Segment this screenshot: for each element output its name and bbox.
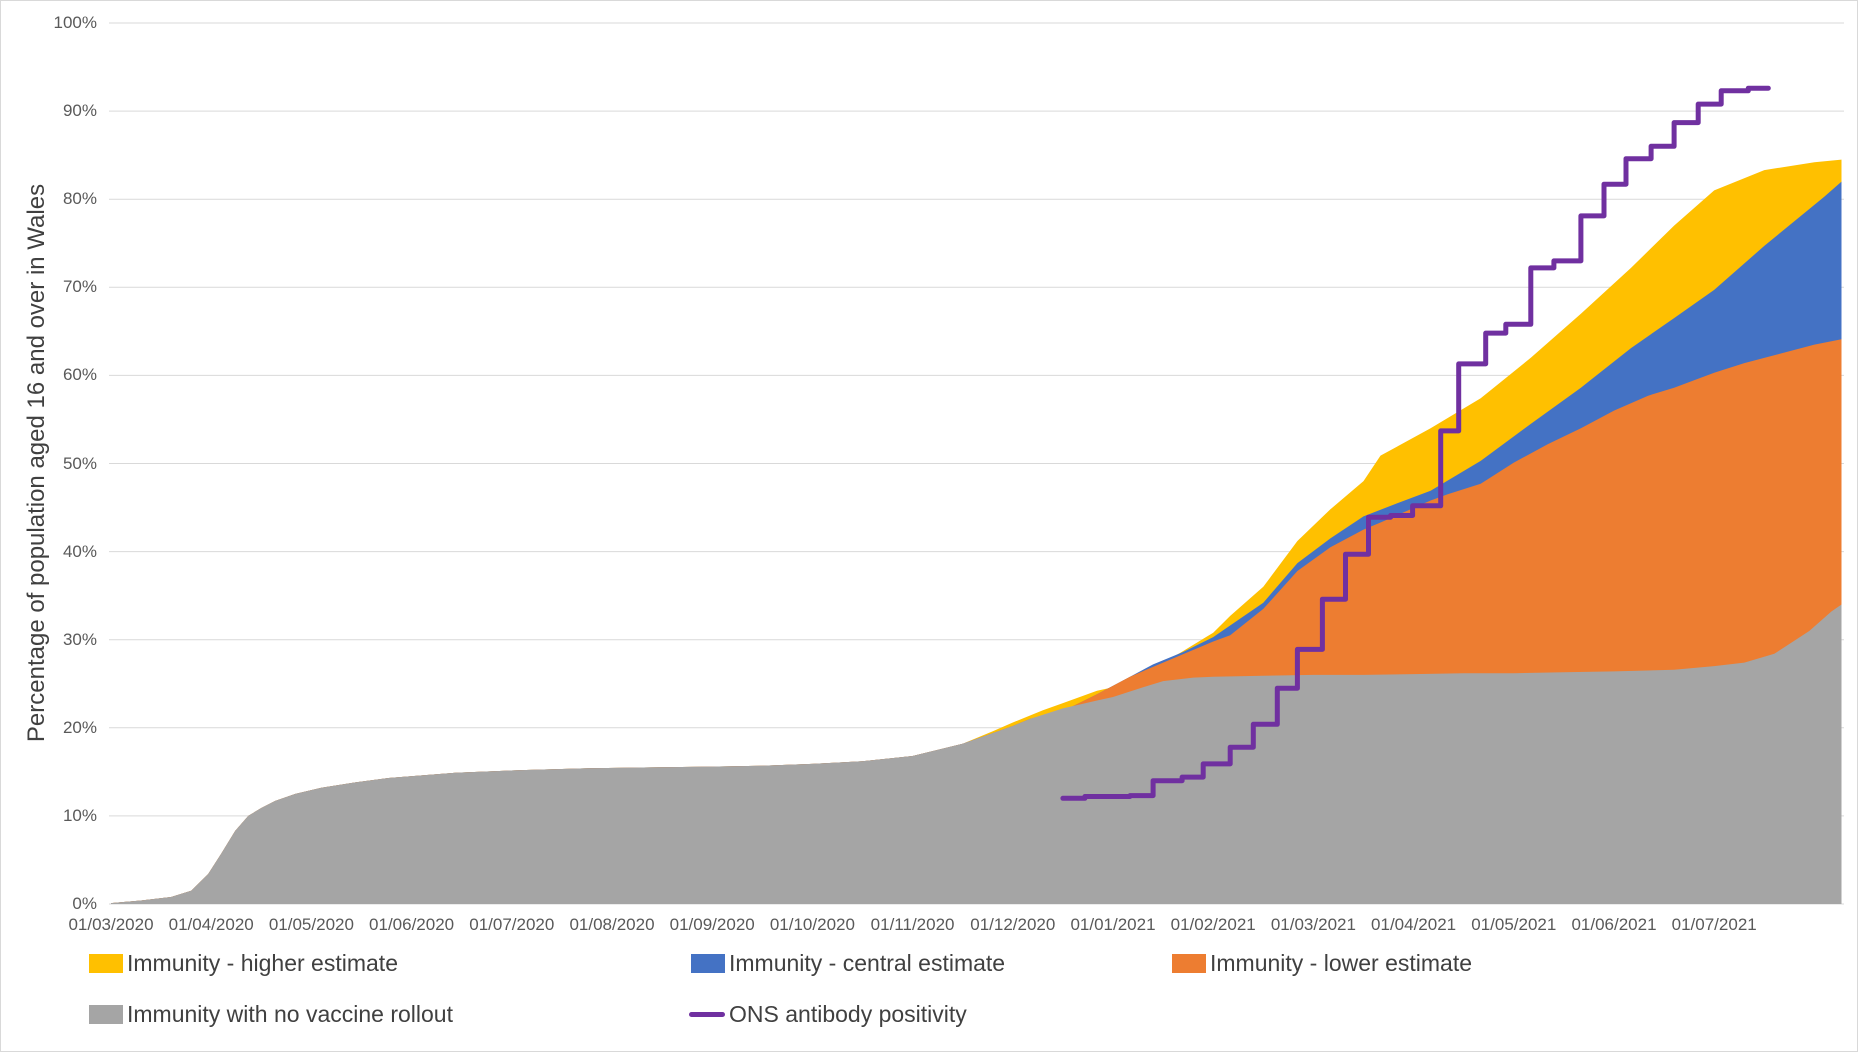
x-tick-label: 01/12/2020 [970,915,1056,934]
x-tick-label: 01/09/2020 [669,915,755,934]
ons-line-swatch-icon [689,1011,725,1017]
x-tick-label: 01/03/2020 [68,915,154,934]
central-estimate-swatch-icon [691,953,725,973]
x-tick-label: 01/05/2020 [268,915,354,934]
x-tick-label: 01/05/2021 [1471,915,1557,934]
legend-label: Immunity - lower estimate [1210,949,1473,976]
legend-label: Immunity - higher estimate [127,949,398,976]
y-tick-label: 20% [62,717,97,737]
legend-label: Immunity with no vaccine rollout [127,1000,453,1027]
y-tick-label: 10% [62,805,97,825]
x-tick-label: 01/07/2020 [469,915,555,934]
x-tick-label: 01/01/2021 [1070,915,1156,934]
x-tick-label: 01/08/2020 [569,915,655,934]
y-tick-label: 0% [72,894,97,913]
x-tick-label: 01/03/2021 [1270,915,1356,934]
y-tick-label: 90% [62,101,97,121]
y-tick-label: 100% [53,13,97,32]
higher-estimate-swatch-icon [89,953,123,973]
y-tick-label: 60% [62,365,97,385]
line-ons-antibody-positivity [1060,85,1771,801]
x-tick-label: 01/07/2021 [1671,915,1757,934]
y-tick-label: 30% [62,629,97,649]
no-vaccine-swatch-icon [89,1004,123,1024]
lower-estimate-swatch-icon [1172,953,1206,973]
legend-item-no-vaccine: Immunity with no vaccine rollout [89,1000,453,1028]
area-immunity-with-no-vaccine-rollout [111,604,1842,904]
x-tick-label: 01/02/2021 [1170,915,1256,934]
legend-item-ons-antibody: ONS antibody positivity [689,1000,967,1028]
legend-item-higher-estimate: Immunity - higher estimate [89,949,398,977]
x-tick-label: 01/04/2021 [1371,915,1457,934]
y-tick-label: 40% [62,541,97,561]
legend-item-central-estimate: Immunity - central estimate [691,949,1005,977]
y-tick-label: 50% [62,453,97,473]
y-tick-label: 70% [62,277,97,297]
x-tick-label: 01/11/2020 [870,915,955,934]
x-tick-label: 01/06/2020 [369,915,455,934]
x-tick-label: 01/04/2020 [168,915,254,934]
legend-item-lower-estimate: Immunity - lower estimate [1172,949,1472,977]
legend-label: Immunity - central estimate [729,949,1006,976]
y-tick-label: 80% [62,189,97,209]
legend-label: ONS antibody positivity [729,1000,967,1027]
x-tick-label: 01/06/2021 [1571,915,1657,934]
x-tick-label: 01/10/2020 [769,915,855,934]
